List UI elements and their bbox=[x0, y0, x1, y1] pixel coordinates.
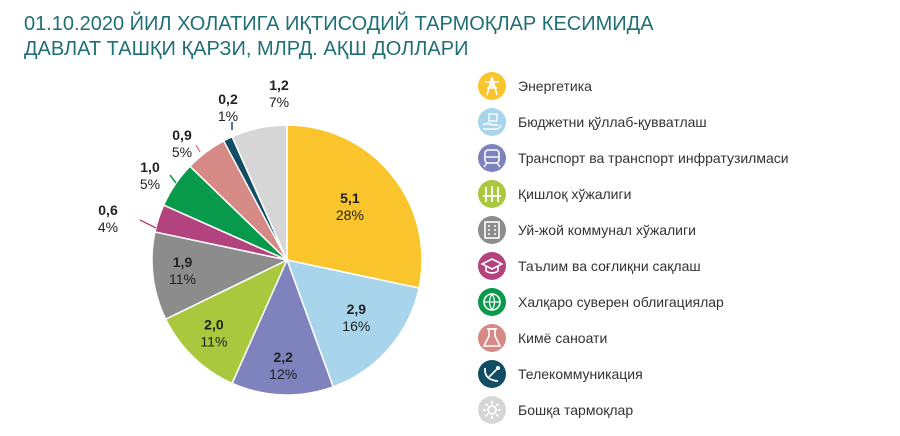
slice-percent-label-2: 16% bbox=[342, 318, 370, 334]
slice-percent-label-8: 5% bbox=[172, 144, 192, 160]
hand-money-icon bbox=[478, 108, 506, 136]
slice-value-label-9: 0,2 bbox=[218, 91, 238, 107]
pie-slice-2 bbox=[285, 258, 420, 388]
slice-percent-label-3: 12% bbox=[269, 366, 297, 382]
legend-item-3: Транспорт ва транспорт инфратузилмаси bbox=[478, 140, 789, 176]
slice-percent-label-10: 7% bbox=[269, 94, 289, 110]
chart-title-line-1: 01.10.2020 ЙИЛ ХОЛАТИГА ИҚТИСОДИЙ ТАРМОҚ… bbox=[24, 13, 654, 35]
power-tower-icon bbox=[478, 72, 506, 100]
pie-slice-4 bbox=[164, 258, 289, 385]
legend-label: Бошқа тармоқлар bbox=[518, 402, 634, 418]
wheat-icon bbox=[478, 180, 506, 208]
legend-label: Қишлоқ хўжалиги bbox=[518, 186, 632, 202]
graduation-cap-icon bbox=[478, 252, 506, 280]
train-icon bbox=[478, 144, 506, 172]
slice-percent-label-4: 11% bbox=[200, 334, 227, 350]
building-icon bbox=[478, 216, 506, 244]
slice-value-label-6: 0,6 bbox=[98, 202, 118, 218]
chart-title-line-2: ДАВЛАТ ТАШҚИ ҚАРЗИ, МЛРД. АҚШ ДОЛЛАРИ bbox=[24, 38, 469, 60]
legend-item-2: Бюджетни қўллаб-қувватлаш bbox=[478, 104, 789, 140]
gear-icon bbox=[478, 396, 506, 424]
globe-bond-icon bbox=[478, 288, 506, 316]
legend-item-1: Энергетика bbox=[478, 68, 789, 104]
legend-label: Транспорт ва транспорт инфратузилмаси bbox=[518, 150, 789, 166]
legend-item-5: Уй-жой коммунал хўжалиги bbox=[478, 212, 789, 248]
legend-item-8: Кимё саноати bbox=[478, 320, 789, 356]
slice-percent-label-7: 5% bbox=[140, 176, 160, 192]
slice-value-label-2: 2,9 bbox=[347, 301, 367, 317]
legend-label: Уй-жой коммунал хўжалиги bbox=[518, 222, 696, 238]
slice-value-label-4: 2,0 bbox=[204, 317, 224, 333]
pie-slice-10 bbox=[231, 124, 288, 261]
slice-value-label-7: 1,0 bbox=[140, 159, 160, 175]
slice-value-label-5: 1,9 bbox=[173, 254, 193, 270]
slice-percent-label-1: 28% bbox=[336, 207, 364, 223]
legend-label: Телекоммуникация bbox=[518, 366, 643, 382]
pie-slice-5 bbox=[151, 231, 290, 321]
slice-percent-label-5: 11% bbox=[169, 271, 196, 287]
legend-label: Бюджетни қўллаб-қувватлаш bbox=[518, 114, 707, 130]
legend-item-10: Бошқа тармоқлар bbox=[478, 392, 789, 428]
legend-label: Таълим ва соғлиқни сақлаш bbox=[518, 258, 701, 274]
pie-slice-1 bbox=[286, 124, 423, 289]
slice-value-label-8: 0,9 bbox=[172, 127, 192, 143]
leader-line-8 bbox=[195, 144, 201, 153]
flask-icon bbox=[478, 324, 506, 352]
slice-percent-label-6: 4% bbox=[98, 219, 118, 235]
legend-label: Энергетика bbox=[518, 78, 592, 94]
slice-percent-label-9: 1% bbox=[218, 108, 238, 124]
leader-line-7 bbox=[169, 174, 177, 184]
chart-legend: Энергетика Бюджетни қўллаб-қувватлаш Транс… bbox=[478, 68, 789, 428]
legend-label: Кимё саноати bbox=[518, 330, 608, 346]
satellite-dish-icon bbox=[478, 360, 506, 388]
slice-value-label-10: 1,2 bbox=[269, 77, 289, 93]
slice-value-label-3: 2,2 bbox=[273, 349, 293, 365]
leader-line-6 bbox=[139, 219, 157, 229]
legend-item-7: Халқаро суверен облигациялар bbox=[478, 284, 789, 320]
legend-item-9: Телекоммуникация bbox=[478, 356, 789, 392]
slice-value-label-1: 5,1 bbox=[340, 190, 360, 206]
legend-label: Халқаро суверен облигациялар bbox=[518, 294, 724, 310]
legend-item-6: Таълим ва соғлиқни сақлаш bbox=[478, 248, 789, 284]
chart-title: 01.10.2020 ЙИЛ ХОЛАТИГА ИҚТИСОДИЙ ТАРМОҚ… bbox=[24, 12, 654, 62]
pie-slice-3 bbox=[231, 257, 335, 396]
legend-item-4: Қишлоқ хўжалиги bbox=[478, 176, 789, 212]
